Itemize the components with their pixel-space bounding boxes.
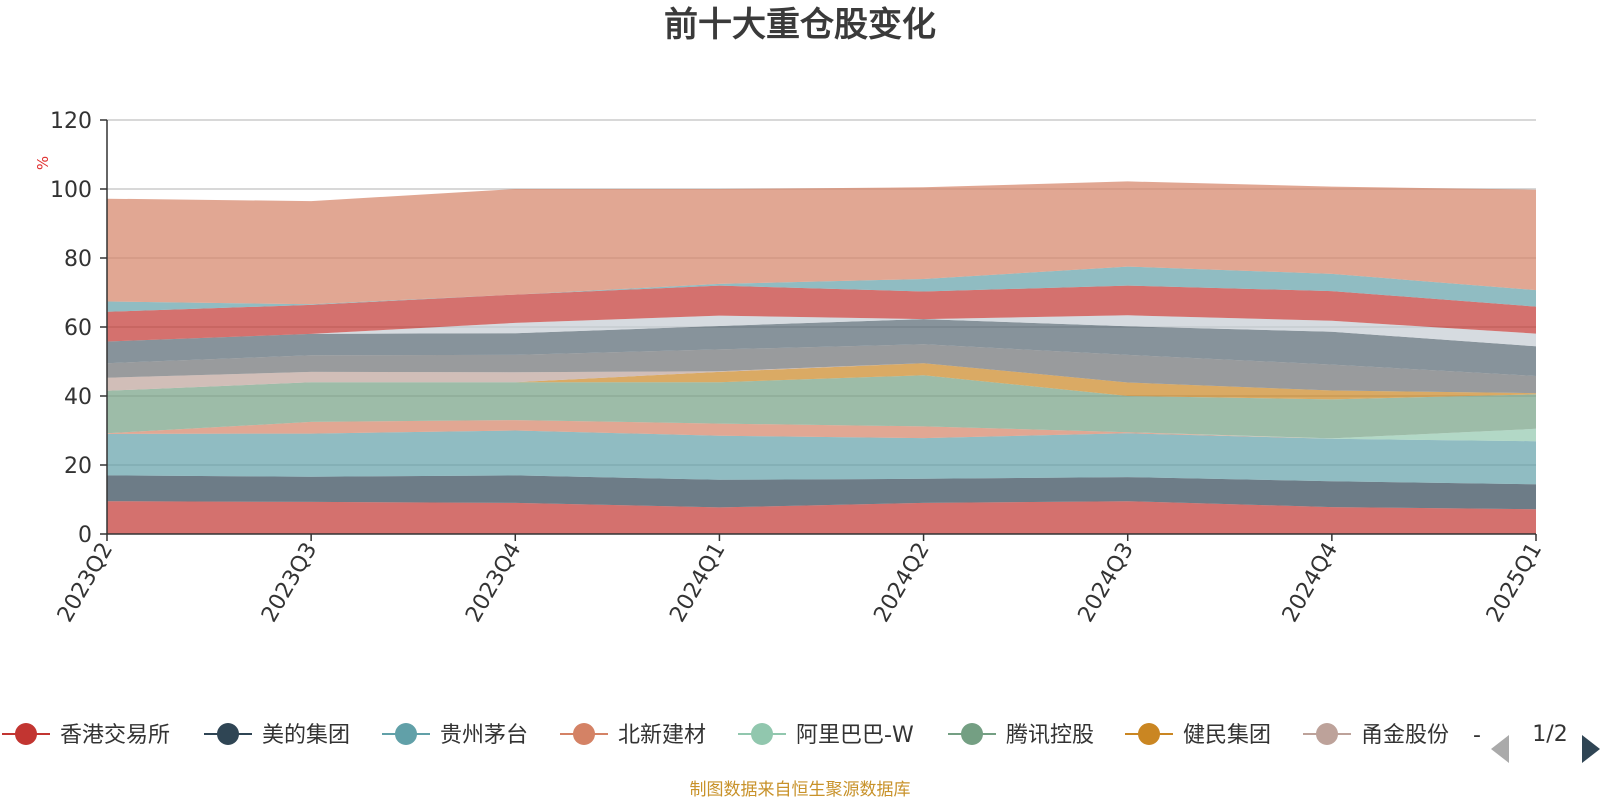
x-tick-label: 2024Q1 bbox=[665, 539, 730, 627]
area-series-3 bbox=[107, 430, 1536, 485]
legend-next-page-icon[interactable] bbox=[1582, 735, 1600, 763]
area-series-8 bbox=[107, 363, 1536, 394]
legend-item[interactable]: 健民集团 bbox=[1125, 723, 1271, 748]
legend-item[interactable]: 贵州茅台 bbox=[382, 723, 528, 748]
legend-prev-page-icon[interactable] bbox=[1491, 735, 1509, 763]
x-tick-label: 2025Q1 bbox=[1482, 539, 1547, 627]
legend-circle-marker bbox=[1316, 723, 1338, 745]
y-tick-label: 40 bbox=[64, 385, 92, 410]
x-tick-label: 2023Q3 bbox=[257, 539, 322, 627]
x-tick-label: 2024Q4 bbox=[1278, 539, 1343, 627]
legend-circle-marker bbox=[217, 723, 239, 745]
legend-item[interactable]: 美的集团 bbox=[204, 723, 350, 748]
area-series-2 bbox=[107, 475, 1536, 510]
area-series bbox=[107, 181, 1536, 534]
area-series-7 bbox=[107, 363, 1536, 400]
legend-item[interactable]: 腾讯控股 bbox=[948, 723, 1094, 748]
x-tick-label: 2023Q2 bbox=[53, 539, 118, 627]
legend-label: 甬金股份 bbox=[1361, 723, 1449, 748]
y-tick-label: 60 bbox=[64, 316, 92, 341]
legend-item[interactable]: 阿里巴巴-W bbox=[738, 723, 914, 748]
area-series-13 bbox=[107, 266, 1536, 312]
legend-circle-marker bbox=[395, 723, 417, 745]
area-series-4 bbox=[107, 420, 1536, 442]
legend-label: 健民集团 bbox=[1183, 723, 1271, 748]
legend-circle-marker bbox=[961, 723, 983, 745]
y-tick-label: 100 bbox=[50, 178, 92, 203]
legend-circle-marker bbox=[573, 723, 595, 745]
legend-item[interactable]: 甬金股份 bbox=[1303, 723, 1449, 748]
legend-label: 美的集团 bbox=[262, 723, 350, 748]
source-note: 制图数据来自恒生聚源数据库 bbox=[690, 780, 911, 800]
area-series-5 bbox=[107, 420, 1536, 442]
x-tick-label: 2023Q4 bbox=[461, 539, 526, 627]
legend-circle-marker bbox=[751, 723, 773, 745]
y-tick-label: 120 bbox=[50, 109, 92, 134]
legend-circle-marker bbox=[1138, 723, 1160, 745]
legend-circle-marker bbox=[15, 723, 37, 745]
area-series-14 bbox=[107, 181, 1536, 305]
area-series-11 bbox=[107, 315, 1536, 347]
area-series-10 bbox=[107, 319, 1536, 376]
y-tick-label: 0 bbox=[78, 523, 92, 548]
y-tick-label: 20 bbox=[64, 454, 92, 479]
legend-label: 北新建材 bbox=[618, 723, 706, 748]
legend-label: 贵州茅台 bbox=[440, 723, 528, 748]
x-tick-label: 2024Q3 bbox=[1074, 539, 1139, 627]
x-tick-label: 2024Q2 bbox=[869, 539, 934, 627]
legend-label: 阿里巴巴-W bbox=[796, 723, 914, 748]
area-series-9 bbox=[107, 344, 1536, 394]
legend-page-indicator: 1/2 bbox=[1532, 722, 1567, 747]
legend-item[interactable]: 北新建材 bbox=[560, 723, 706, 748]
legend-label: 腾讯控股 bbox=[1006, 723, 1094, 748]
area-series-6 bbox=[107, 375, 1536, 439]
y-tick-label: 80 bbox=[64, 247, 92, 272]
area-series-12 bbox=[107, 285, 1536, 342]
y-axis-label: % bbox=[34, 156, 52, 170]
area-series-1 bbox=[107, 501, 1536, 534]
chart-title: 前十大重仓股变化 bbox=[664, 5, 936, 45]
legend: 香港交易所 美的集团 贵州茅台 北新建材 阿里巴巴-W 腾讯控股 健民集团 甬金股份 bbox=[2, 723, 1449, 748]
legend-overflow-mark: - bbox=[1473, 723, 1481, 748]
legend-item[interactable]: 香港交易所 bbox=[2, 723, 170, 748]
legend-label: 香港交易所 bbox=[60, 723, 170, 748]
